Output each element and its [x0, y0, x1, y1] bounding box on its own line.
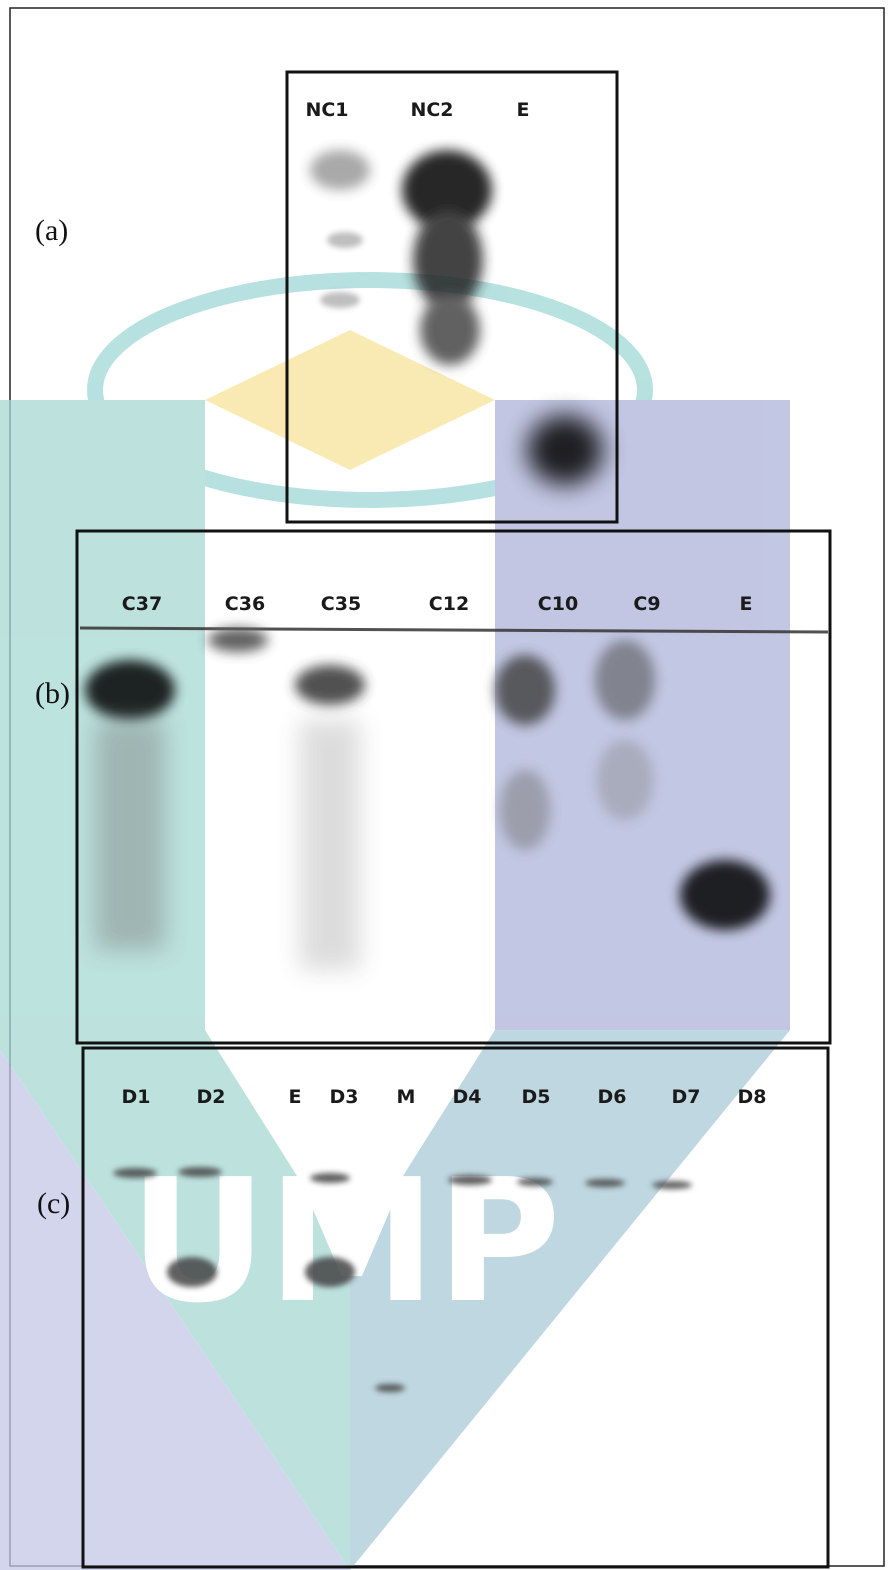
lane-label: D8 [738, 1086, 767, 1108]
lane-label: D4 [453, 1086, 482, 1108]
lane-label: M [397, 1086, 416, 1108]
lane-label: D2 [197, 1086, 226, 1108]
lane-label: NC2 [410, 99, 453, 121]
lane-label: C10 [538, 593, 578, 615]
lane-label: C9 [633, 593, 660, 615]
lane-label: D7 [672, 1086, 701, 1108]
lane-label: C35 [321, 593, 361, 615]
lane-label: E [740, 593, 753, 615]
lane-label: C36 [225, 593, 265, 615]
lane-label: C12 [429, 593, 469, 615]
lane-label: D6 [598, 1086, 627, 1108]
lane-label: C37 [122, 593, 162, 615]
lane-label: NC1 [305, 99, 348, 121]
panel-label: (a) [35, 214, 68, 247]
figure: UMP (a)NC1NC2E [0, 0, 891, 1570]
lane-label: D3 [330, 1086, 359, 1108]
lane-label: D1 [122, 1086, 151, 1108]
lane-label: E [289, 1086, 302, 1108]
panel-label: (b) [35, 677, 70, 710]
lane-label: E [517, 99, 530, 121]
lane-label: D5 [522, 1086, 551, 1108]
panel-label: (c) [37, 1187, 70, 1220]
